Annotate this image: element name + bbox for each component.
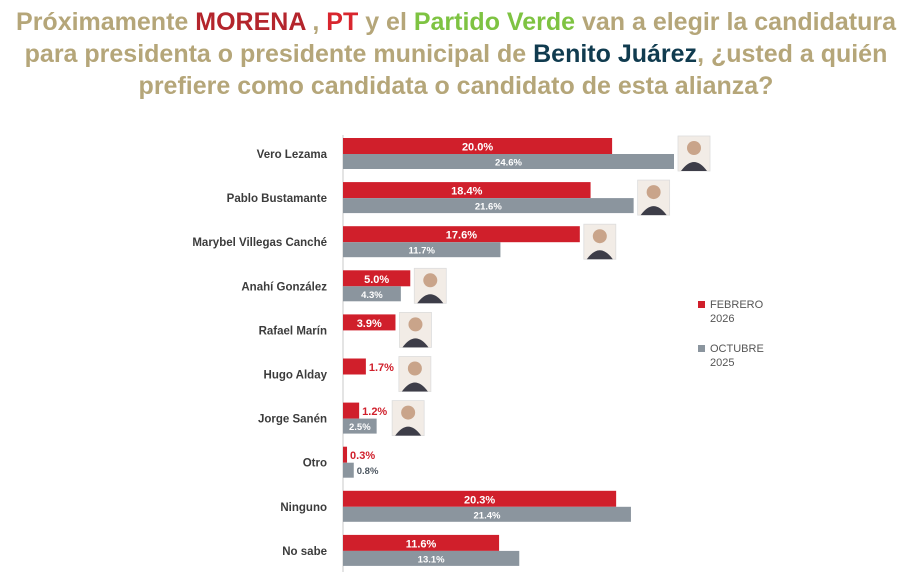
category-label: Vero Lezama — [257, 149, 328, 161]
data-label: 5.0% — [364, 274, 389, 286]
bar-octubre — [343, 463, 354, 478]
data-label: 2.5% — [349, 422, 371, 433]
legend: FEBRERO 2026 OCTUBRE 2025 — [698, 298, 808, 386]
legend-label-line: OCTUBRE — [710, 342, 772, 356]
photo-head — [408, 317, 422, 331]
bar-febrero — [343, 403, 359, 419]
photo-head — [647, 185, 661, 199]
bar-febrero — [343, 359, 366, 375]
data-label: 13.1% — [418, 554, 445, 565]
photo-head — [687, 141, 701, 155]
data-label: 1.2% — [362, 406, 387, 418]
legend-label-line: FEBRERO — [710, 298, 772, 312]
category-label: No sabe — [282, 546, 327, 558]
legend-item-febrero: FEBRERO 2026 — [698, 298, 808, 326]
chart-marks: Vero Lezama 20.0%24.6% Pablo Bustamante 18.… — [192, 136, 710, 566]
category-label: Rafael Marín — [259, 325, 327, 337]
photo-head — [593, 229, 607, 243]
data-label: 0.3% — [350, 450, 375, 462]
data-label: 11.6% — [406, 538, 437, 550]
legend-label-febrero: FEBRERO 2026 — [710, 298, 772, 326]
legend-label-octubre: OCTUBRE 2025 — [710, 342, 772, 370]
photo-head — [408, 362, 422, 376]
category-label: Pablo Bustamante — [227, 193, 327, 205]
data-label: 21.4% — [474, 510, 501, 521]
data-label: 3.9% — [357, 318, 382, 330]
data-label: 4.3% — [361, 290, 383, 301]
data-label: 21.6% — [475, 202, 502, 213]
legend-swatch-octubre — [698, 345, 705, 352]
photo-head — [423, 273, 437, 287]
category-label: Ninguno — [280, 502, 327, 514]
data-label: 1.7% — [369, 362, 394, 374]
legend-item-octubre: OCTUBRE 2025 — [698, 342, 808, 370]
bar-febrero — [343, 447, 347, 463]
data-label: 11.7% — [409, 246, 436, 257]
data-label: 24.6% — [495, 158, 522, 169]
legend-swatch-febrero — [698, 301, 705, 308]
data-label: 20.3% — [464, 494, 495, 506]
data-label: 18.4% — [451, 186, 482, 198]
bar-chart: Vero Lezama 20.0%24.6% Pablo Bustamante 18.… — [0, 0, 912, 584]
category-label: Jorge Sanén — [258, 414, 327, 426]
legend-label-line: 2026 — [710, 312, 772, 326]
category-label: Marybel Villegas Canché — [192, 237, 327, 249]
category-label: Anahí González — [241, 281, 327, 293]
data-label: 0.8% — [357, 466, 379, 477]
legend-label-line: 2025 — [710, 356, 772, 370]
category-label: Hugo Alday — [264, 370, 328, 382]
category-label: Otro — [303, 458, 327, 470]
data-label: 17.6% — [446, 230, 477, 242]
photo-head — [401, 406, 415, 420]
data-label: 20.0% — [462, 142, 493, 154]
